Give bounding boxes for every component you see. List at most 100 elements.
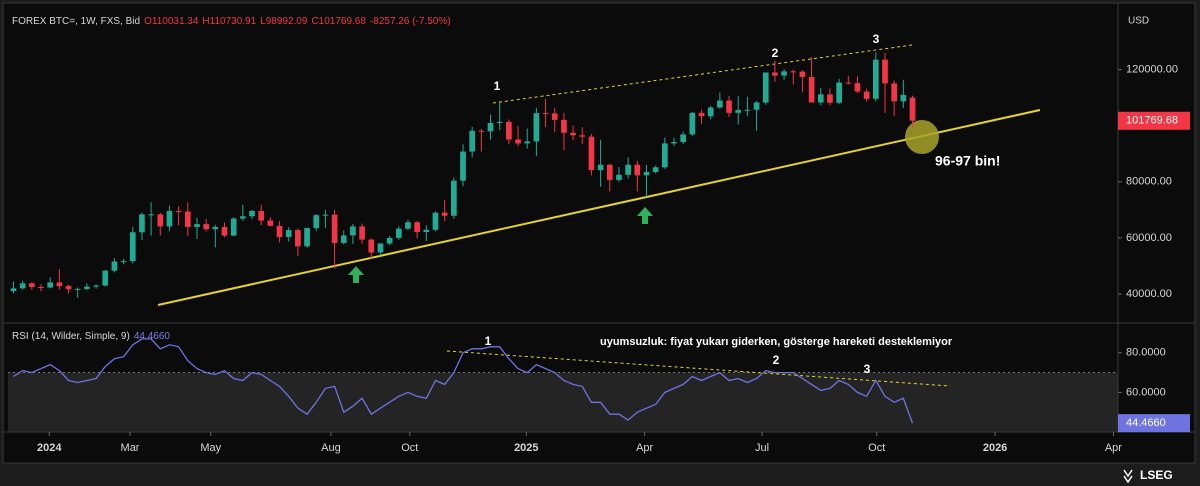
- candle-body: [533, 113, 540, 142]
- candle-body: [313, 215, 320, 229]
- rsi-band: [8, 372, 1118, 432]
- candle-body: [350, 226, 356, 236]
- annotation: 2: [772, 46, 779, 60]
- candle-body: [762, 72, 769, 103]
- candle-body: [65, 286, 72, 290]
- rsi-line: [13, 338, 914, 424]
- candle-body: [744, 109, 751, 111]
- open-label: O110031.34: [144, 16, 199, 27]
- up-arrow: [637, 207, 653, 224]
- x-tick-label: Aug: [321, 442, 341, 454]
- candle-body: [395, 228, 402, 238]
- candle-body: [717, 100, 723, 108]
- candle-body: [184, 211, 191, 227]
- candle-body: [735, 110, 742, 113]
- candle-body: [175, 210, 182, 212]
- brand-logo: LSEG: [1140, 468, 1173, 482]
- candle-body: [625, 164, 631, 175]
- candle-body: [139, 214, 145, 233]
- candle-body: [753, 102, 760, 110]
- annotation: 1: [485, 334, 492, 348]
- y-tick-label: 120000.00: [1126, 64, 1178, 76]
- candle-body: [588, 136, 595, 171]
- candle-body: [671, 142, 677, 144]
- candle-body: [689, 112, 696, 135]
- candle-body: [661, 143, 668, 168]
- chart-header: FOREX BTC=, 1W, FXS, Bid O110031.34 H11073…: [12, 16, 451, 27]
- low-label: L98992.09: [260, 16, 308, 27]
- candle-body: [74, 288, 81, 290]
- annotation: 3: [864, 362, 871, 376]
- candle-body: [423, 229, 430, 233]
- last-price-label: 101769.68: [1126, 115, 1178, 127]
- rsi-band-layer: [8, 372, 1118, 432]
- candle-body: [102, 270, 109, 286]
- change-label: -8257.26 (-7.50%): [370, 16, 451, 27]
- candle-body: [854, 83, 861, 92]
- candle-body: [258, 210, 265, 221]
- x-tick-label: Mar: [121, 442, 140, 454]
- annotation: 3: [873, 32, 880, 46]
- candle-body: [377, 243, 384, 253]
- candle-body: [652, 167, 659, 173]
- candle-body: [469, 130, 476, 152]
- brand-icon: [1123, 469, 1133, 484]
- annotation: 96-97 bin!: [935, 153, 1000, 169]
- high-label: H110730.91: [202, 16, 256, 27]
- candle-body: [295, 230, 301, 247]
- marks: 40000.0060000.0080000.00100000.00120000.…: [10, 52, 1190, 454]
- candle-body: [726, 100, 732, 113]
- candle-body: [340, 235, 347, 243]
- candle-body: [386, 237, 393, 244]
- candle-body: [47, 282, 54, 288]
- last-price-box: [1118, 111, 1190, 130]
- candle-body: [515, 139, 521, 144]
- candle-body: [239, 216, 246, 219]
- candle-body: [432, 212, 439, 230]
- candle-body: [817, 94, 824, 103]
- candle-body: [616, 174, 622, 180]
- annotation: uyumsuzluk: fiyat yukarı giderken, göste…: [600, 336, 953, 348]
- candle-body: [93, 285, 99, 287]
- candle-body: [267, 220, 274, 226]
- candle-body: [111, 261, 118, 271]
- candle-body: [157, 214, 164, 227]
- candle-body: [634, 164, 641, 176]
- candle-body: [249, 210, 255, 217]
- candle-body: [414, 222, 420, 233]
- rsi-trendline: [446, 350, 951, 387]
- candle-body: [872, 59, 879, 99]
- candle-body: [808, 76, 815, 103]
- candle-body: [524, 141, 531, 144]
- up-arrow: [348, 266, 364, 283]
- support-trendline: [157, 109, 1041, 306]
- candle-body: [496, 121, 503, 123]
- last-value-box: [1118, 414, 1190, 433]
- candle-body: [368, 239, 375, 253]
- x-tick-label: May: [200, 442, 221, 454]
- candle-body: [29, 283, 35, 287]
- candle-body: [570, 132, 576, 136]
- candle-body: [10, 288, 17, 292]
- candle-body: [304, 228, 310, 247]
- symbol: FOREX BTC=, 1W, FXS, Bid: [12, 16, 140, 27]
- y-tick-label: 80.0000: [1126, 347, 1166, 359]
- rsi-header: RSI (14, Wilder, Simple, 9) 44.4660: [12, 331, 170, 342]
- candle-body: [845, 82, 852, 84]
- x-tick-label: 2024: [37, 442, 62, 454]
- candle-body: [542, 113, 549, 115]
- x-tick-label: Oct: [868, 442, 885, 454]
- candle-body: [221, 226, 228, 236]
- candle-body: [863, 91, 870, 99]
- candle-body: [148, 214, 154, 216]
- candle-body: [19, 283, 26, 289]
- candle-body: [212, 226, 219, 230]
- candle-body: [359, 226, 365, 240]
- candle-body: [450, 180, 457, 216]
- candle-body: [882, 59, 888, 84]
- candle-body: [772, 72, 778, 76]
- y-tick-label: 80000.00: [1126, 176, 1172, 188]
- candle-body: [331, 214, 338, 243]
- candle-body: [506, 121, 512, 140]
